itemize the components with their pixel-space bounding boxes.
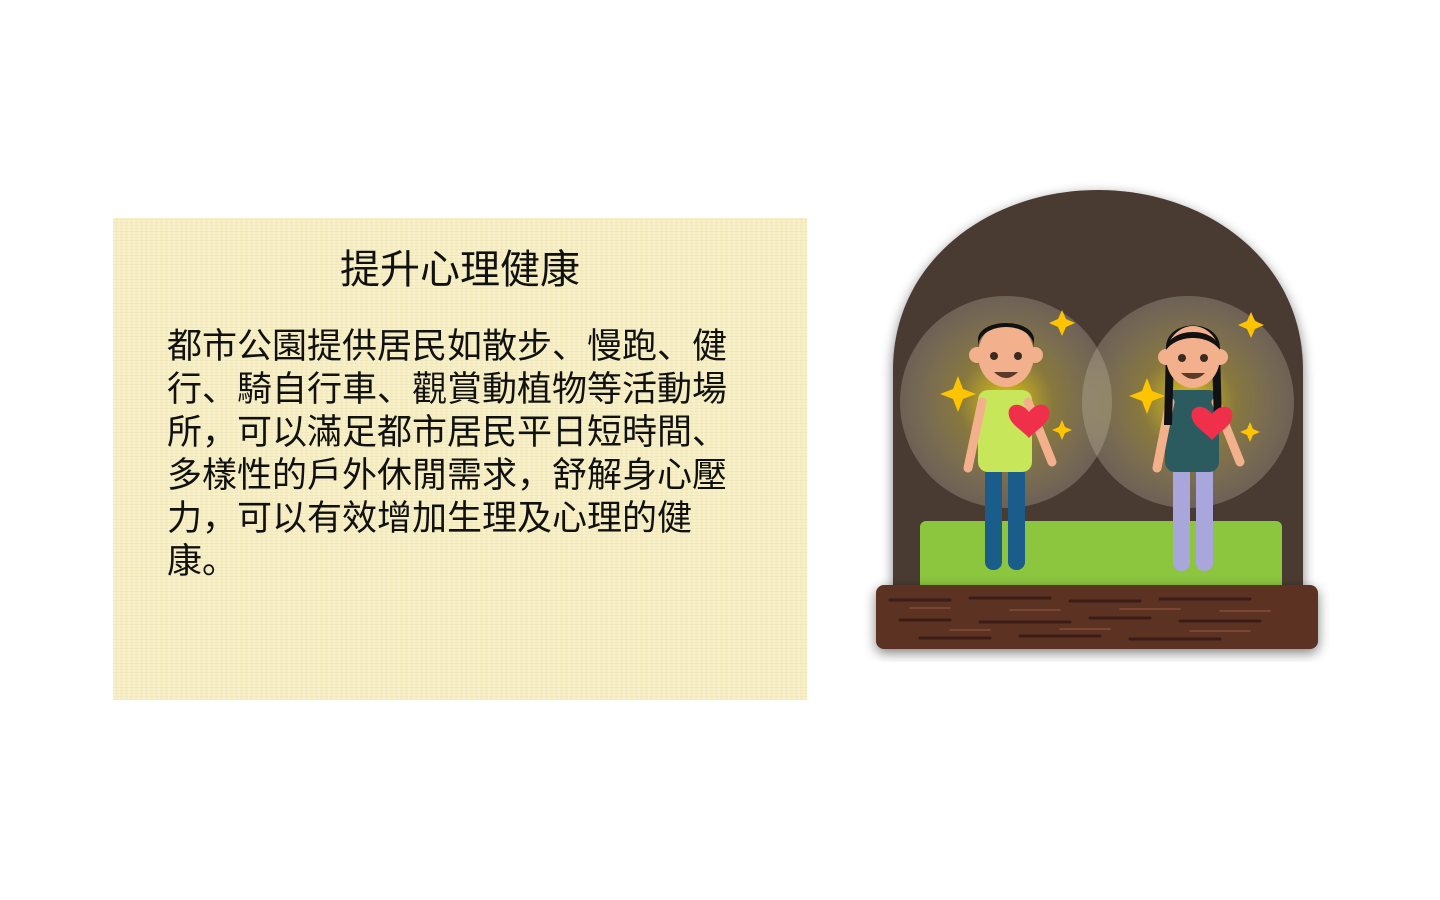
grass-platform (920, 521, 1282, 591)
sparkle-icon (1129, 312, 1264, 442)
heart-icon (1191, 406, 1233, 440)
info-card: 提升心理健康 都市公園提供居民如散步、慢跑、健行、騎自行車、觀賞動植物等活動場所… (113, 218, 807, 700)
illustration-svg (876, 190, 1318, 649)
mental-health-illustration (860, 180, 1330, 680)
card-title: 提升心理健康 (340, 247, 580, 293)
sparkle-icon (940, 310, 1075, 440)
heart-icon (1008, 404, 1050, 438)
card-body-text: 都市公園提供居民如散步、慢跑、健行、騎自行車、觀賞動植物等活動場所，可以滿足都市… (167, 327, 728, 582)
wooden-base (876, 585, 1318, 649)
